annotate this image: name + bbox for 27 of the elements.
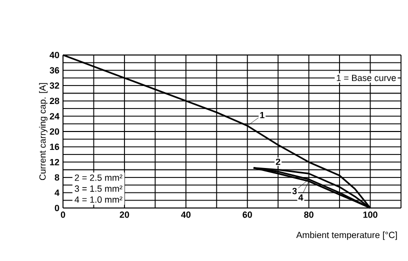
- y-tick-label: 24: [50, 113, 60, 120]
- x-tick-label: 20: [120, 212, 130, 218]
- x-tick-label: 60: [242, 212, 252, 218]
- legend-label: 2: [276, 158, 280, 165]
- y-tick-label: 8: [54, 174, 60, 181]
- x-tick-label: 100: [363, 212, 378, 218]
- annotation: 4 = 1.0 mm²: [74, 196, 122, 203]
- y-tick-label: 36: [50, 67, 60, 74]
- y-tick-label: 32: [50, 82, 60, 89]
- y-tick-label: 16: [50, 144, 60, 150]
- series-label: 1: [260, 112, 264, 118]
- annotation: 2 = 2.5 mm²: [74, 174, 122, 181]
- y-tick-label: 20: [50, 128, 60, 135]
- y-tick-label: 28: [50, 98, 60, 104]
- x-tick-label: 0: [60, 212, 66, 218]
- y-tick-label: 0: [54, 204, 60, 212]
- annotation: 3 = 1.5 mm²: [74, 185, 122, 192]
- y-tick-label: 40: [50, 52, 60, 58]
- legend-label: 3: [292, 188, 297, 194]
- x-axis-title: Ambient temperature [°C]: [296, 232, 397, 240]
- y-axis-title: Current carrying cap. [A]: [39, 83, 48, 180]
- x-tick-label: 80: [304, 212, 314, 218]
- x-tick-label: 40: [181, 212, 191, 218]
- series-label: 4: [298, 194, 304, 201]
- y-tick-label: 4: [54, 190, 60, 196]
- annotation: 1 = Base curve: [336, 74, 396, 82]
- y-tick-label: 12: [50, 158, 60, 166]
